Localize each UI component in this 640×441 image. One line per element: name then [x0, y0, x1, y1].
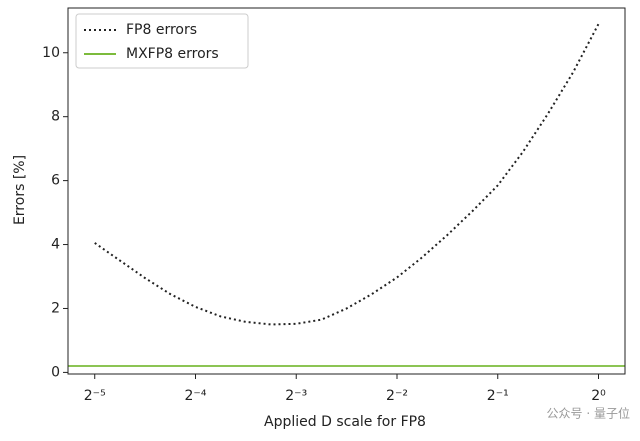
y-tick-label: 6	[51, 173, 60, 189]
x-tick-label: 2⁻²	[386, 388, 408, 404]
y-tick-label: 2	[51, 300, 60, 316]
x-tick-label: 2⁻⁴	[185, 388, 207, 404]
y-axis-label: Errors [%]	[12, 155, 28, 225]
legend-label: FP8 errors	[126, 22, 197, 38]
legend-label: MXFP8 errors	[126, 46, 219, 62]
x-tick-label: 2⁰	[591, 388, 606, 404]
line-series	[94, 23, 600, 326]
y-tick-label: 0	[51, 364, 60, 380]
x-axis-label: Applied D scale for FP8	[264, 414, 426, 430]
y-tick-label: 8	[51, 109, 60, 125]
legend-box	[75, 13, 249, 69]
x-tick-label: 2⁻¹	[487, 388, 509, 404]
x-tick-label: 2⁻⁵	[84, 388, 106, 404]
x-tick-label: 2⁻³	[285, 388, 307, 404]
y-tick-label: 10	[42, 45, 60, 61]
y-tick-label: 4	[51, 237, 60, 253]
plot-frame	[67, 7, 626, 375]
watermark: 公众号 · 量子位	[547, 406, 630, 421]
